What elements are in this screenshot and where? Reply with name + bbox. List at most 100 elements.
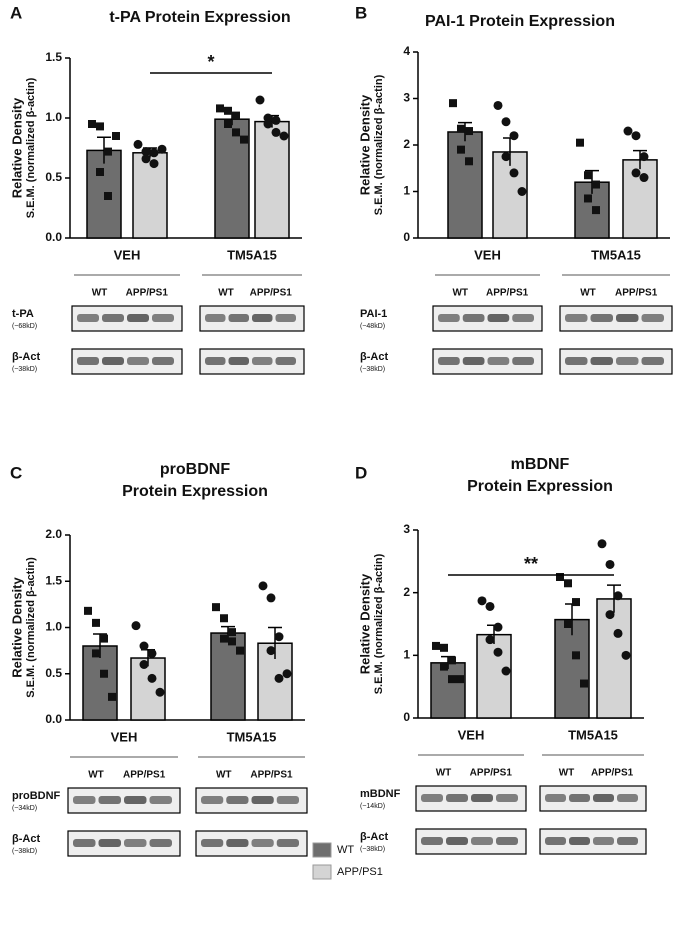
data-point: [517, 187, 527, 196]
data-point: [232, 111, 240, 120]
significance-label: *: [207, 52, 214, 72]
y-tick-label: 2: [403, 137, 410, 151]
band-label: β-Act: [360, 351, 388, 363]
blot-band: [102, 357, 124, 365]
blot-band: [77, 314, 99, 322]
band-label: t-PA: [12, 308, 34, 320]
y-axis-label: Relative Density: [9, 577, 24, 678]
data-point: [149, 159, 159, 169]
data-point: [157, 144, 167, 154]
lane-label: APP/PS1: [591, 768, 634, 779]
blot-band: [512, 357, 534, 365]
y-tick-label: 0: [403, 230, 410, 244]
blot-band: [252, 314, 273, 322]
data-point: [613, 591, 623, 601]
band-label: proBDNF: [12, 790, 61, 802]
data-point: [564, 579, 572, 588]
blot-band: [565, 357, 588, 365]
lane-label: APP/PS1: [126, 288, 169, 299]
data-point: [92, 618, 100, 627]
blot-band: [471, 837, 493, 845]
blot-band: [496, 794, 518, 802]
data-point: [576, 138, 584, 147]
data-point: [584, 171, 592, 180]
data-point: [139, 660, 149, 669]
data-point: [212, 603, 220, 612]
bar: [430, 662, 466, 719]
data-point: [100, 669, 108, 678]
blot-band: [617, 794, 638, 802]
lane-label: APP/PS1: [486, 288, 529, 299]
lane-label: WT: [436, 768, 452, 779]
blot-band: [590, 357, 613, 365]
lane-label: APP/PS1: [123, 770, 166, 781]
y-tick-label: 0.0: [45, 230, 62, 244]
blot-band: [149, 796, 172, 804]
lane-label: WT: [559, 768, 575, 779]
data-point: [621, 650, 631, 660]
blot-band: [276, 839, 299, 847]
lane-label: APP/PS1: [250, 770, 293, 781]
band-label: PAI-1: [360, 308, 387, 320]
y-tick-label: 3: [403, 91, 410, 105]
data-point: [564, 620, 572, 628]
data-point: [112, 132, 120, 140]
data-point: [465, 127, 473, 136]
data-point: [104, 147, 112, 156]
band-size: (~38kD): [12, 848, 37, 855]
data-point: [457, 124, 465, 133]
data-point: [131, 621, 141, 631]
lane-label: APP/PS1: [250, 288, 293, 299]
data-point: [572, 598, 580, 607]
y-axis-label: S.E.M. (normalized β-actin): [25, 557, 37, 698]
x-tick-label: VEH: [111, 729, 138, 744]
data-point: [493, 100, 503, 110]
data-point: [224, 120, 232, 128]
blot-band: [462, 357, 485, 365]
blot-band: [73, 796, 96, 804]
blot-band: [617, 837, 638, 845]
panel-letter: A: [10, 3, 22, 22]
lane-label: WT: [452, 288, 468, 299]
data-point: [457, 145, 465, 154]
data-point: [155, 687, 165, 697]
data-point: [493, 622, 503, 632]
data-point: [597, 539, 607, 549]
chart-title: t-PA Protein Expression: [109, 9, 290, 26]
data-point: [240, 135, 248, 144]
bar: [254, 120, 290, 239]
legend-label: WT: [337, 844, 354, 856]
data-point: [592, 206, 600, 215]
blot-band: [438, 314, 460, 322]
data-point: [605, 559, 615, 569]
data-point: [509, 168, 519, 178]
data-point: [216, 104, 224, 113]
data-point: [88, 120, 96, 128]
y-tick-label: 2.0: [45, 527, 62, 541]
data-point: [449, 99, 457, 108]
significance-label: **: [524, 554, 538, 574]
y-tick-label: 1.0: [45, 620, 62, 634]
blot-band: [152, 357, 174, 365]
data-point: [232, 128, 240, 137]
band-size: (~38kD): [12, 366, 37, 373]
data-point: [147, 673, 157, 683]
data-point: [96, 122, 104, 131]
y-tick-label: 1.0: [45, 110, 62, 124]
chart-title: PAI-1 Protein Expression: [425, 13, 615, 30]
legend-swatch: [312, 842, 332, 858]
data-point: [493, 647, 503, 657]
data-point: [639, 152, 649, 162]
y-axis-label: S.E.M. (normalized β-actin): [373, 74, 385, 215]
data-point: [84, 606, 92, 615]
bar: [210, 632, 246, 721]
blot-band: [616, 357, 639, 365]
data-point: [236, 646, 244, 655]
data-point: [572, 651, 580, 660]
data-point: [224, 106, 232, 115]
data-point: [266, 593, 276, 603]
data-point: [448, 656, 456, 665]
data-point: [631, 168, 641, 178]
data-point: [485, 635, 495, 645]
y-tick-label: 0.5: [45, 170, 62, 184]
